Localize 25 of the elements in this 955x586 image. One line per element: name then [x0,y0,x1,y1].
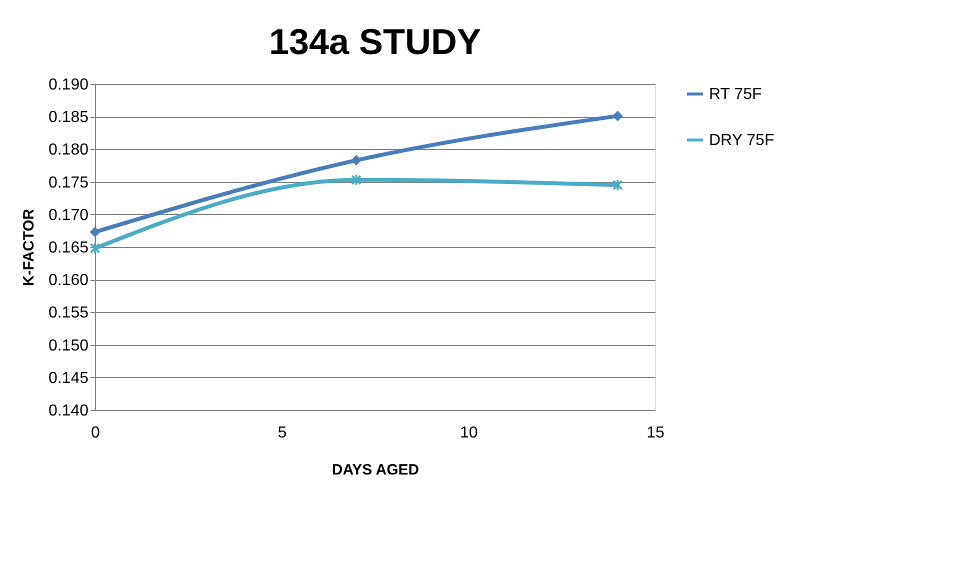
y-tick-label: 0.145 [48,370,89,387]
y-tick-label: 0.175 [48,174,89,192]
point [612,179,623,192]
y-tick-label: 0.185 [48,109,89,126]
y-tick-label: 0.155 [48,304,89,322]
legend-label: DRY 75F [709,132,774,149]
y-tick-label: 0.140 [48,402,89,420]
point [351,174,362,186]
point [90,242,100,254]
y-tick-label: 0.150 [48,337,89,354]
chart-title: 134a STUDY [268,21,482,62]
x-axis-title: DAYS AGED [332,462,420,478]
y-tick-label: 0.180 [48,142,89,159]
x-tick-label: 0 [91,424,100,442]
point [90,226,100,238]
legend-label: RT 75F [709,86,762,103]
y-tick-label: 0.165 [48,240,89,256]
y-axis-title: K-FACTOR [20,208,38,286]
x-tick-label: 10 [460,424,478,442]
y-tick-label: 0.160 [48,272,89,290]
x-tick-label: 15 [646,424,664,442]
y-tick-label: 0.190 [48,76,89,94]
x-tick-label: 5 [278,424,287,442]
point [351,155,362,166]
y-tick-label: 0.170 [48,206,89,224]
